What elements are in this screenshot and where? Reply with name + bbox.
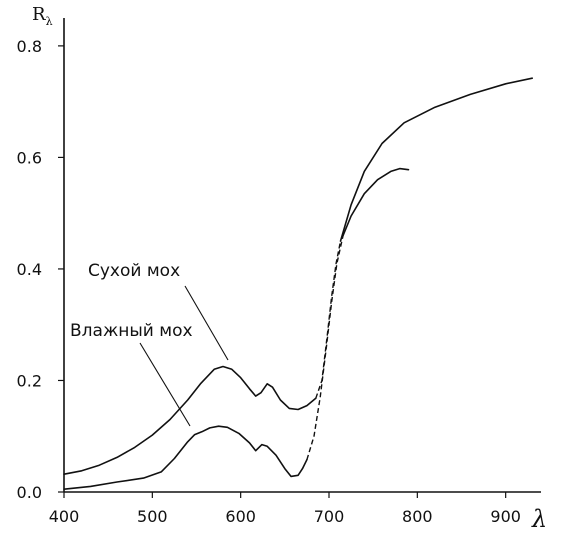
series-line-dry-moss [339, 77, 533, 242]
x-axis-title: λ [531, 505, 547, 533]
ticks-group: 400 500 600 700 800 900 0.0 0.2 0.4 0.6 0.8 [17, 37, 521, 526]
annotations-group: Сухой мох Влажный мох [70, 261, 229, 427]
y-tick-label: 0.8 [17, 37, 42, 56]
axes-group [63, 18, 541, 493]
curves-group [63, 77, 533, 490]
annotation-leader-wet-moss [139, 342, 191, 427]
series-wet-moss [63, 167, 410, 490]
x-tick-label: 500 [137, 507, 168, 526]
y-axis-title-main: R [32, 4, 46, 25]
y-axis-title: Rλ [32, 4, 53, 28]
x-tick-label: 600 [225, 507, 256, 526]
series-line-dashed-dry-moss [315, 240, 342, 399]
series-line-wet-moss [342, 167, 410, 237]
x-tick-label: 800 [402, 507, 433, 526]
x-tick-label: 700 [314, 507, 345, 526]
y-axis-title-subscript: λ [46, 15, 53, 28]
series-line-dry-moss [63, 365, 317, 475]
series-line-wet-moss [63, 425, 308, 490]
annotation-label-wet-moss: Влажный мох [70, 321, 193, 341]
y-tick-label: 0.0 [17, 483, 42, 502]
x-tick-label: 900 [490, 507, 521, 526]
series-line-dashed-wet-moss [306, 235, 344, 460]
annotation-leader-dry-moss [184, 285, 229, 361]
y-tick-label: 0.2 [17, 371, 42, 390]
annotation-label-dry-moss: Сухой мох [88, 261, 180, 281]
y-tick-label: 0.4 [17, 260, 42, 279]
y-tick-label: 0.6 [17, 148, 42, 167]
x-tick-label: 400 [49, 507, 80, 526]
